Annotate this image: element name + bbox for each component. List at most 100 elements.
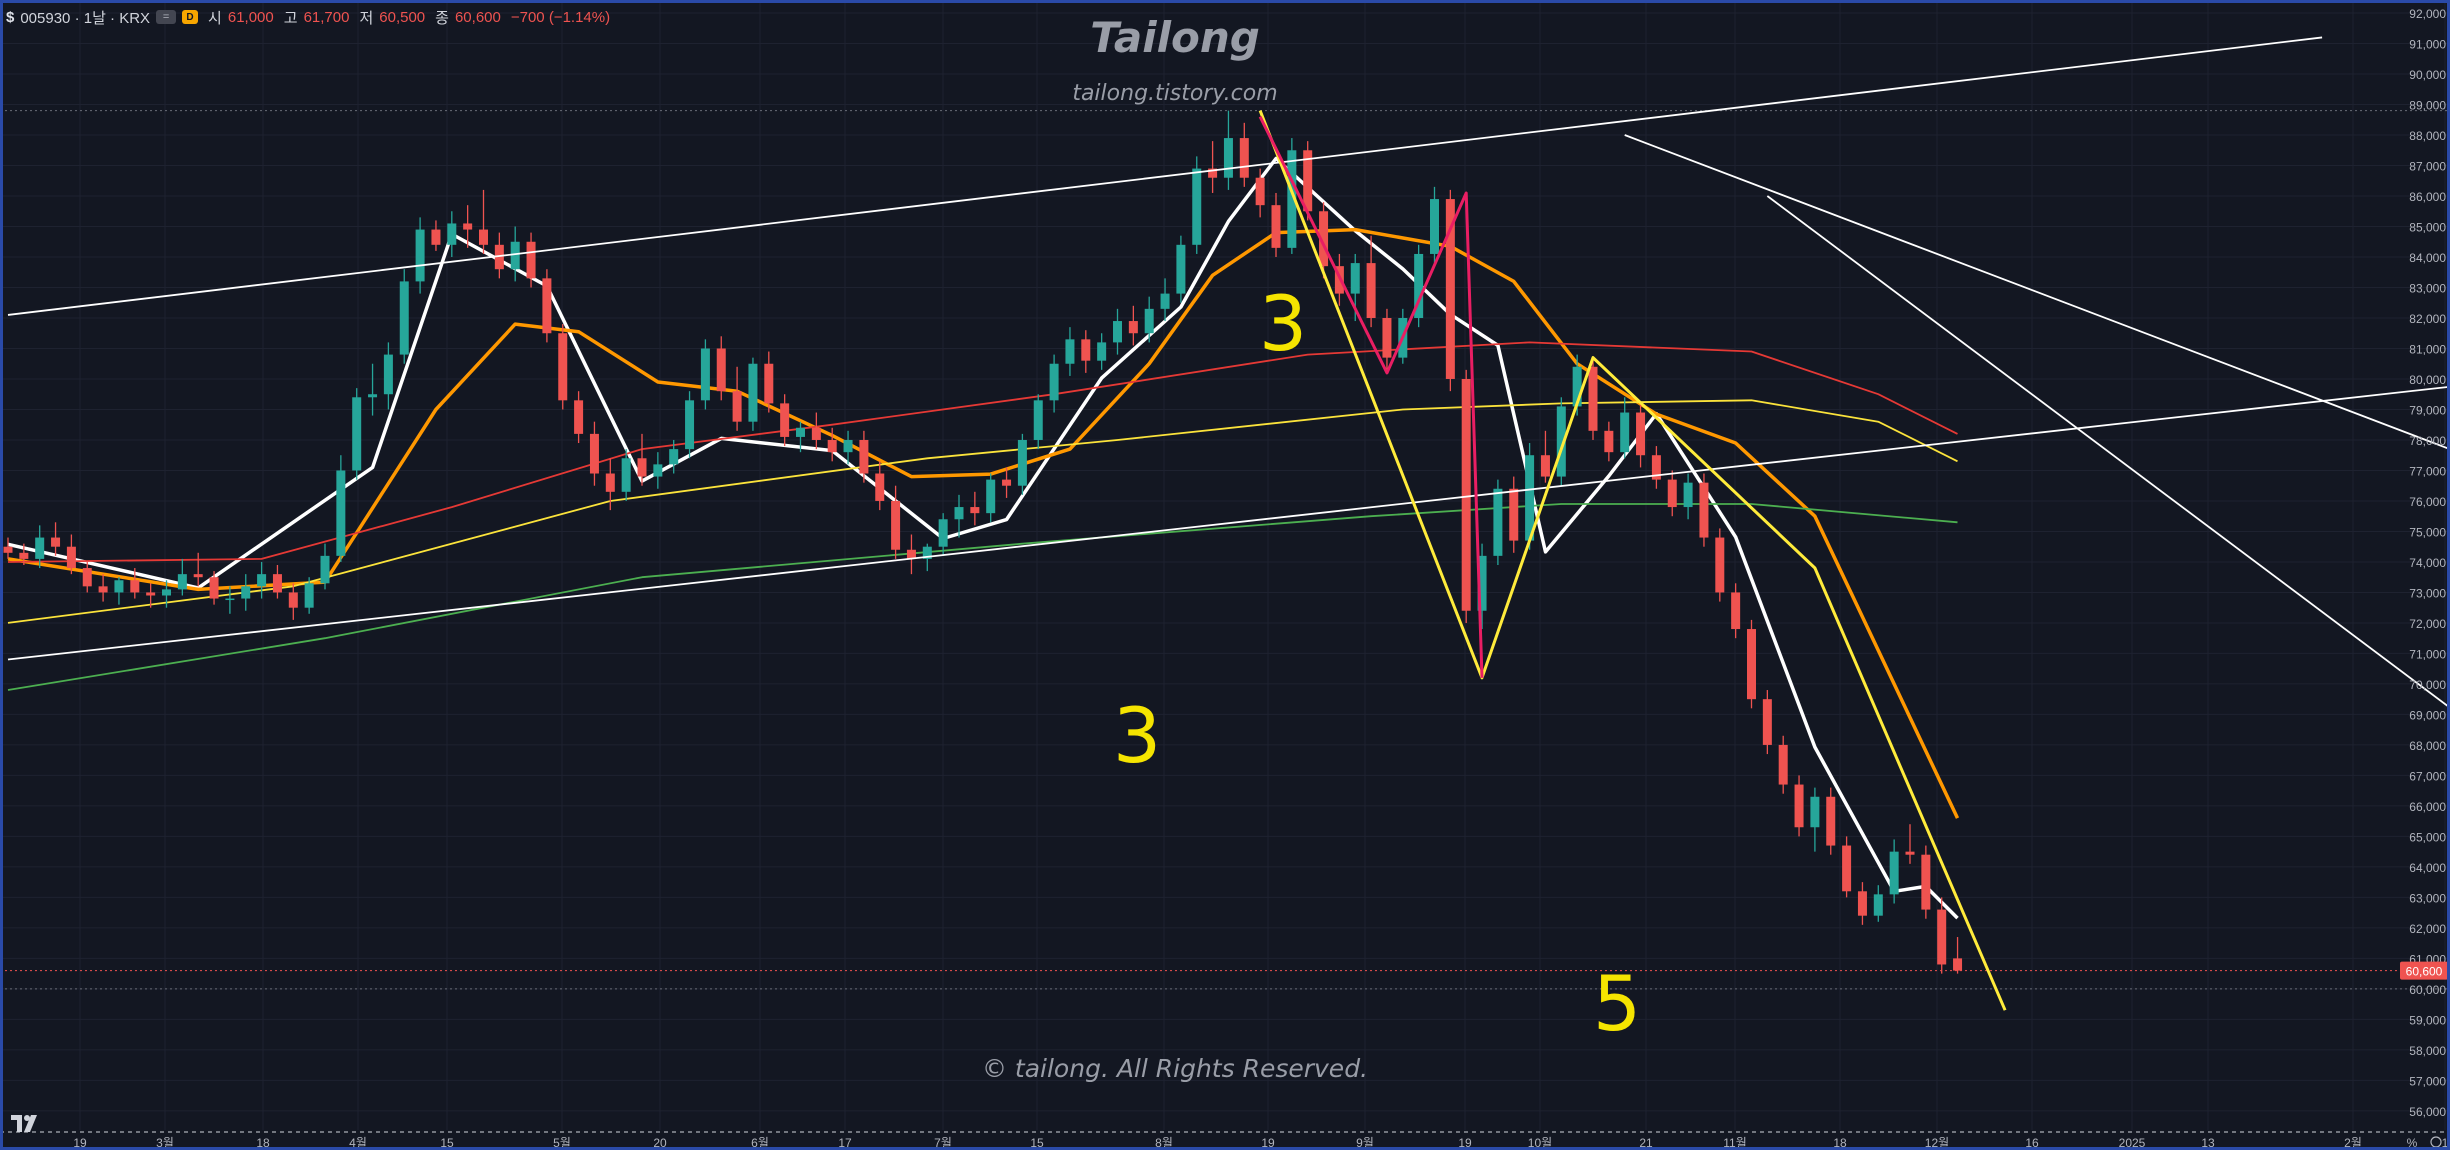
candle [526,232,536,288]
wave-line[interactable] [1258,116,1484,678]
candle-body [875,473,885,501]
y-tick-label: 58,000 [2409,1044,2446,1058]
candle-body [1192,168,1202,245]
candle [1144,296,1154,343]
trendline[interactable] [1766,195,2450,1111]
candle-body [764,363,774,404]
symbol-icon[interactable]: $ [6,8,15,26]
candle-body [1319,211,1329,267]
candle [1826,787,1836,855]
candle-body [1414,253,1424,318]
candle [1113,308,1122,355]
candle-body [288,592,298,608]
x-tick-label: 8월 [1155,1136,1173,1150]
candle-body [1493,488,1503,556]
candle [1081,330,1091,373]
candle [1540,430,1550,483]
time-axis: 19 3월 18 4월 15 5월 20 6월 17 7월 15 8월 19 9월 19 10월 21 11월 18… [0,1134,2450,1150]
candle [906,534,916,575]
candle [1683,473,1693,520]
legend-header: $ 005930 · 1날 · KRX = D 시 61,000 고 61,700 … [6,6,610,28]
candle-body [1255,177,1265,206]
candle [811,412,821,450]
candle [447,211,457,258]
candle [732,366,742,431]
candle [1636,403,1646,468]
candle-body [257,574,267,587]
candle [66,534,76,575]
candle [1762,690,1772,755]
y-tick-label: 76,000 [2409,495,2446,509]
candle [383,342,393,410]
trendline[interactable] [7,330,2450,661]
candle-body [1430,199,1439,254]
candle-body [748,363,758,422]
candle [415,217,425,294]
x-tick-label: 7월 [934,1136,952,1150]
candle-body [1477,555,1487,611]
candle [685,391,695,459]
candle-body [669,449,679,465]
candle [1857,882,1867,925]
candle-body [574,400,584,434]
close-label: 종 [435,9,449,27]
candle-body [1113,321,1122,343]
trendlines [7,36,2450,1111]
interval-badge[interactable]: D [182,10,199,24]
candle [1873,885,1883,922]
candle [288,583,298,620]
candle-body [700,348,710,401]
x-tick-label: 2월 [2344,1136,2362,1150]
candle [1921,845,1931,919]
candle [1810,787,1820,852]
candle-body [1667,479,1677,508]
candle-body [463,223,473,230]
x-tick-label: 5월 [553,1136,571,1150]
candle-body [82,568,92,587]
candle-body [1953,958,1963,971]
candle [1287,138,1297,254]
open-value: 61,000 [227,8,274,26]
y-tick-label: 82,000 [2409,312,2446,326]
moving-average-line [7,227,1960,819]
candle [859,430,869,483]
candle-body [1636,412,1646,456]
trendline[interactable] [1624,134,2450,980]
candle-body [1033,400,1043,440]
candle-body [1937,909,1947,965]
y-tick-label: 65,000 [2409,830,2446,844]
equals-icon[interactable]: = [156,10,177,24]
x-tick-label: 20 [653,1136,667,1150]
candle [1731,583,1741,639]
x-tick-label: 19 [73,1136,87,1150]
candle-body [494,244,504,270]
symbol-title[interactable]: 005930 · 1날 · KRX [20,9,151,27]
candle-body [1826,796,1836,846]
x-tick-label: 4월 [349,1136,367,1150]
percent-icon[interactable]: % [2407,1136,2418,1150]
candle [1667,470,1677,517]
candle [1953,937,1963,974]
candle [35,525,45,569]
candle-body [1810,796,1820,828]
trendline[interactable] [7,36,2323,316]
open-label: 시 [208,9,222,27]
high-label: 고 [283,9,298,27]
low-label: 저 [359,9,374,27]
x-tick-label: 21 [1639,1136,1653,1150]
wave-line[interactable] [1258,110,2007,1011]
candle [1588,357,1598,440]
tradingview-logo-icon[interactable] [10,1112,44,1134]
candle [780,394,790,447]
candle [1176,235,1186,303]
candle-body [685,400,695,450]
candle-body [891,500,901,550]
x-tick-label: 10월 [1528,1136,1552,1150]
candle-body [811,427,821,440]
candles [3,110,1963,974]
y-tick-label: 64,000 [2409,861,2446,875]
time-axis-bg [0,1134,2450,1150]
candle-body [1160,293,1170,309]
x-tick-label: 19 [1458,1136,1472,1150]
